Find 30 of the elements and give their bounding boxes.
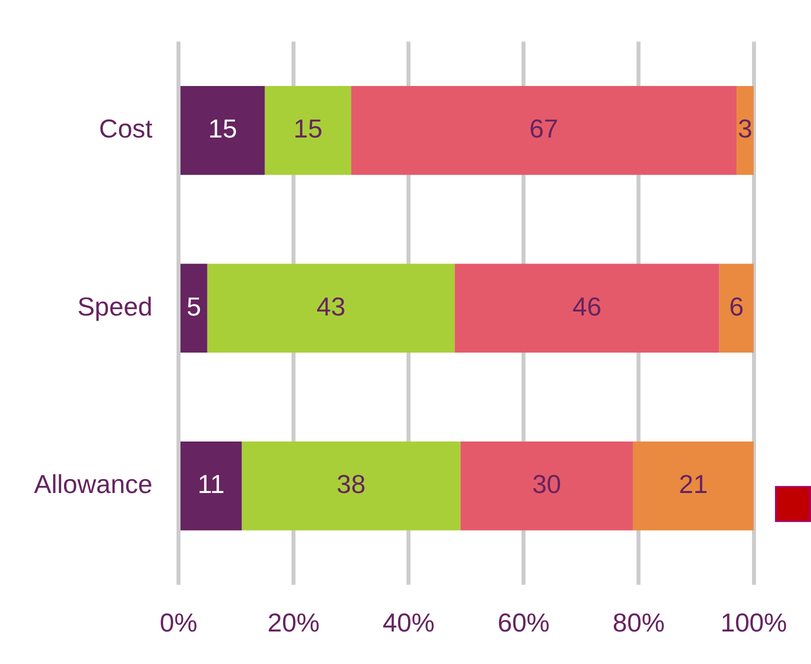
bar xyxy=(351,86,736,175)
data-label: 5 xyxy=(186,291,202,322)
x-tick-label: 20% xyxy=(268,608,320,638)
data-label: 11 xyxy=(198,469,225,500)
data-label: 38 xyxy=(336,469,366,500)
data-label: 67 xyxy=(529,114,558,144)
y-tick-label: Speed xyxy=(77,291,153,322)
data-label: 46 xyxy=(572,291,602,322)
x-tick-label: 80% xyxy=(612,608,665,638)
y-tick-label: Cost xyxy=(99,114,154,144)
data-label: 43 xyxy=(316,291,346,322)
bar xyxy=(460,442,633,530)
data-label: 15 xyxy=(293,114,322,144)
bar xyxy=(719,264,754,353)
bar xyxy=(736,86,754,175)
x-tick-label: 0% xyxy=(160,608,198,638)
data-label: 3 xyxy=(738,114,752,144)
x-tick-label: 60% xyxy=(498,608,550,638)
bar xyxy=(207,264,455,353)
data-label: 6 xyxy=(729,291,744,322)
bar xyxy=(454,264,720,353)
bar xyxy=(242,442,460,530)
data-label: 30 xyxy=(532,469,562,500)
x-tick-label: 100% xyxy=(720,608,787,638)
bar xyxy=(632,442,754,530)
x-tick-label: 40% xyxy=(382,608,435,638)
bar xyxy=(264,86,352,175)
data-label: 21 xyxy=(678,469,708,500)
data-label: 15 xyxy=(208,114,238,144)
y-tick-label: Allowance xyxy=(34,469,153,500)
